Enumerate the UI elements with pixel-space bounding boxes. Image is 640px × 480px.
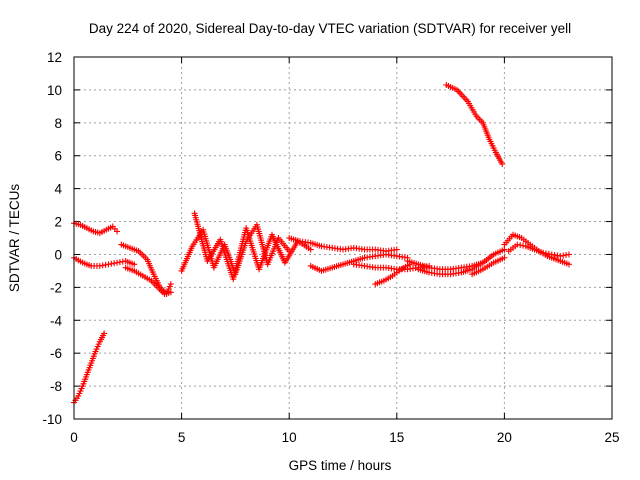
x-tick-label: 5 xyxy=(178,430,186,445)
series-arc-1 xyxy=(71,330,108,406)
y-tick-label: 10 xyxy=(47,83,62,98)
y-axis-label: SDTVAR / TECUs xyxy=(7,184,22,293)
data-point xyxy=(307,246,314,253)
data-point xyxy=(101,330,108,337)
series-arc-17 xyxy=(505,241,572,260)
series-arc-4 xyxy=(118,241,174,297)
x-tick-labels: 0 5 10 15 20 25 xyxy=(70,430,619,445)
y-tick-label: -2 xyxy=(50,280,62,295)
x-tick-label: 0 xyxy=(70,430,78,445)
y-tick-label: 6 xyxy=(54,149,62,164)
chart-title: Day 224 of 2020, Sidereal Day-to-day VTE… xyxy=(89,21,571,36)
y-tick-label: -6 xyxy=(50,346,62,361)
data-point xyxy=(565,261,572,268)
y-tick-label: -10 xyxy=(42,412,62,427)
axis-ticks xyxy=(73,56,613,420)
x-tick-label: 10 xyxy=(282,430,297,445)
series-arc-13 xyxy=(415,246,508,278)
data-point xyxy=(114,228,121,235)
series-arc-12 xyxy=(404,258,486,273)
series-arc-2 xyxy=(71,220,121,237)
y-tick-labels: -10 -8 -6 -4 -2 0 2 4 6 8 10 12 xyxy=(42,50,62,427)
series-arc-5 xyxy=(122,264,174,297)
data-points xyxy=(71,81,572,406)
data-point xyxy=(501,254,508,261)
series-arc-9 xyxy=(307,251,411,274)
y-tick-label: 8 xyxy=(54,116,62,131)
x-axis-label: GPS time / hours xyxy=(289,458,392,473)
data-point xyxy=(393,246,400,253)
y-tick-label: 4 xyxy=(54,182,62,197)
series-arc-14 xyxy=(469,254,508,278)
y-tick-label: -8 xyxy=(50,379,62,394)
data-point xyxy=(565,251,572,258)
y-tick-label: -4 xyxy=(50,313,62,328)
x-tick-label: 20 xyxy=(497,430,512,445)
series-arc-8 xyxy=(286,235,400,255)
chart-grid xyxy=(74,57,612,419)
data-point xyxy=(167,281,174,288)
y-tick-label: 2 xyxy=(54,215,62,230)
data-point xyxy=(499,160,506,167)
series-arc-11 xyxy=(372,261,413,288)
plot-frame xyxy=(73,56,613,420)
series-arc-3 xyxy=(71,254,138,269)
y-tick-label: 12 xyxy=(47,50,62,65)
series-arc-7 xyxy=(191,210,314,283)
y-tick-label: 0 xyxy=(54,247,62,262)
data-point xyxy=(167,289,174,296)
data-point xyxy=(131,261,138,268)
x-tick-label: 25 xyxy=(604,430,619,445)
series-arc-15 xyxy=(443,81,506,167)
x-tick-label: 15 xyxy=(389,430,404,445)
